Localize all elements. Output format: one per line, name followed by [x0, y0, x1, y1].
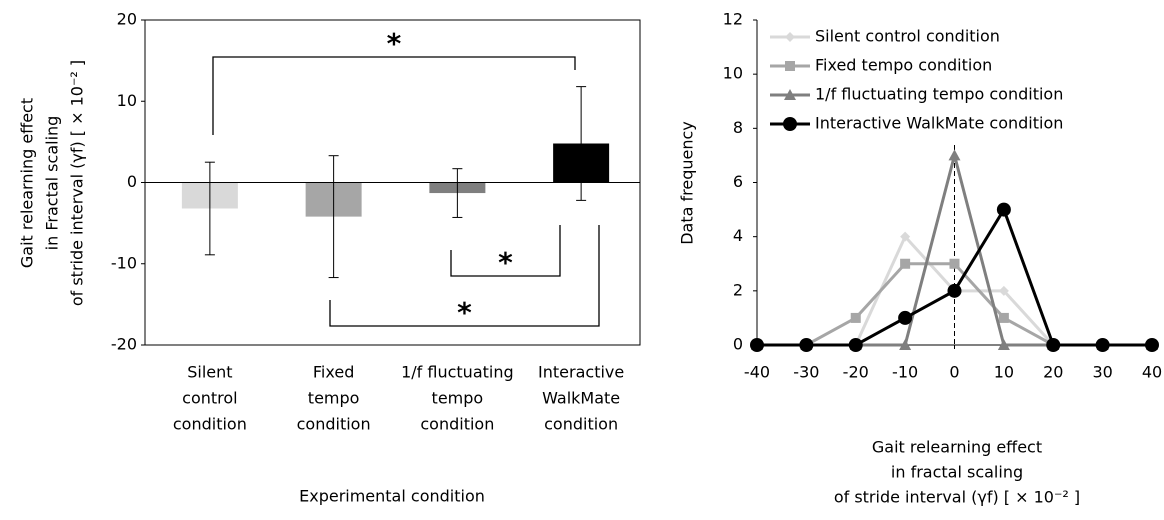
data-point [997, 339, 1010, 350]
y-tick-label: 2 [733, 280, 743, 299]
legend-label: Interactive WalkMate condition [815, 114, 1063, 133]
y-axis-label: Data frequency [678, 121, 697, 245]
significance-bracket [450, 225, 561, 277]
x-tick-label: condition [173, 415, 247, 434]
significance-label: * [387, 27, 402, 60]
x-axis-label: Experimental condition [299, 487, 485, 506]
significance-bracket [329, 225, 600, 327]
legend-marker [785, 61, 795, 71]
y-axis-label: of stride interval (γf) [ × 10⁻² ] [68, 60, 87, 306]
y-tick-label: 10 [723, 64, 743, 83]
x-tick-label: -30 [793, 363, 819, 382]
y-tick-label: 12 [723, 10, 743, 29]
data-point [998, 285, 1009, 296]
data-point [900, 231, 911, 242]
x-tick-label: 10 [994, 363, 1014, 382]
x-tick-label: 0 [949, 363, 959, 382]
legend-marker [784, 89, 796, 100]
x-tick-label: 30 [1092, 363, 1112, 382]
data-point [947, 283, 962, 298]
x-tick-label: WalkMate [542, 389, 620, 408]
significance-label: * [457, 296, 472, 329]
x-tick-label: condition [544, 415, 618, 434]
legend-marker [783, 117, 797, 131]
data-point [996, 202, 1011, 217]
y-tick-label: 8 [733, 118, 743, 137]
data-point [899, 339, 912, 350]
legend-marker [785, 32, 795, 42]
data-point [850, 312, 861, 323]
data-point [848, 338, 863, 352]
legend-label: Fixed tempo condition [815, 56, 992, 75]
x-tick-label: Fixed [313, 363, 354, 382]
data-point [948, 149, 961, 161]
y-tick-label: 6 [733, 172, 743, 191]
y-tick-label: 20 [117, 10, 137, 29]
data-point [900, 258, 911, 269]
y-tick-label: -20 [111, 335, 137, 354]
data-point [1145, 338, 1159, 352]
y-tick-label: 4 [733, 226, 743, 245]
x-axis-label: in fractal scaling [891, 463, 1023, 482]
x-tick-label: tempo [308, 389, 360, 408]
legend-label: Silent control condition [815, 27, 1000, 46]
x-tick-label: 20 [1043, 363, 1063, 382]
y-tick-label: -10 [111, 253, 137, 272]
x-axis-label: Gait relearning effect [872, 438, 1042, 457]
x-tick-label: tempo [432, 389, 484, 408]
y-tick-label: 0 [127, 172, 137, 191]
y-axis-label: Gait relearning effect [18, 98, 37, 268]
data-point [998, 312, 1009, 323]
x-tick-label: 40 [1142, 363, 1162, 382]
data-point [898, 310, 913, 325]
x-tick-label: control [182, 389, 237, 408]
x-tick-label: Interactive [538, 363, 624, 382]
x-tick-label: -40 [744, 363, 770, 382]
y-tick-label: 10 [117, 91, 137, 110]
x-tick-label: -10 [892, 363, 918, 382]
legend-label: 1/f fluctuating tempo condition [815, 85, 1063, 104]
x-tick-label: Silent [187, 363, 232, 382]
data-point [1095, 338, 1110, 352]
x-axis-label: of stride interval (γf) [ × 10⁻² ] [834, 488, 1080, 507]
x-tick-label: condition [297, 415, 371, 434]
y-axis-label: in Fractal scaling [43, 116, 62, 251]
data-point [799, 338, 814, 352]
data-point [750, 338, 764, 352]
data-point [1046, 338, 1061, 352]
x-tick-label: condition [420, 415, 494, 434]
data-point [949, 258, 960, 269]
x-tick-label: 1/f fluctuating [401, 363, 514, 382]
significance-label: * [498, 246, 513, 279]
x-tick-label: -20 [843, 363, 869, 382]
y-tick-label: 0 [733, 335, 743, 354]
significance-bracket [212, 56, 576, 135]
